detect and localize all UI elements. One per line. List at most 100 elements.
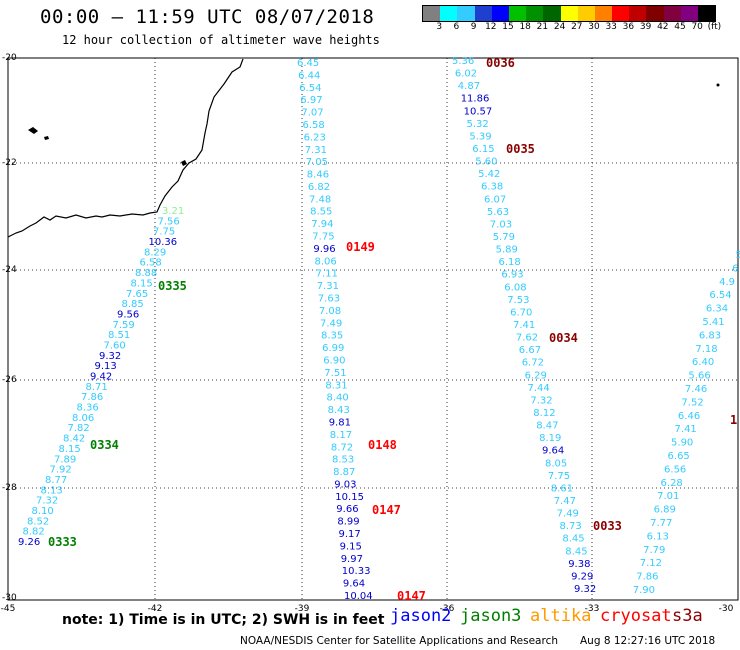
pass-number-label: 0149 bbox=[346, 240, 375, 254]
color-scale-swatch bbox=[440, 6, 458, 21]
wave-height-value: 8.17 bbox=[330, 430, 352, 441]
wave-height-value: 8.77 bbox=[45, 475, 67, 486]
island-coast bbox=[181, 160, 187, 166]
wave-height-value: 8.42 bbox=[63, 434, 85, 445]
latitude-label: -24 bbox=[2, 265, 17, 275]
map-frame bbox=[7, 57, 739, 601]
wave-height-value: 8.47 bbox=[536, 421, 558, 432]
color-scale-label: 39 bbox=[639, 22, 652, 32]
pass-number-label: 0035 bbox=[506, 142, 535, 156]
wave-height-value: 8.10 bbox=[32, 506, 54, 517]
wave-height-value: 7.05 bbox=[306, 157, 328, 168]
wave-height-value: 5.41 bbox=[702, 317, 724, 328]
wave-height-value: 6.67 bbox=[519, 345, 541, 356]
latitude-label: -22 bbox=[2, 158, 17, 168]
map-subtitle: 12 hour collection of altimeter wave hei… bbox=[62, 33, 380, 47]
color-scale-label: 33 bbox=[605, 22, 617, 32]
color-scale-swatch bbox=[698, 6, 716, 21]
wave-height-value: 7.82 bbox=[68, 423, 90, 434]
longitude-label: -39 bbox=[295, 604, 310, 614]
wave-height-value: 6 bbox=[732, 263, 738, 274]
color-scale-swatch bbox=[680, 6, 698, 21]
color-scale-swatch bbox=[594, 6, 613, 21]
wave-height-value: 5.60 bbox=[475, 157, 497, 168]
pass-labels: 0335 0334 0333 0149 0148 0147 0147 0036 0035 0034… bbox=[48, 56, 737, 603]
wave-height-value: 6.99 bbox=[322, 343, 344, 354]
wave-height-value: 9.97 bbox=[341, 554, 363, 565]
color-scale-label: 42 bbox=[657, 22, 669, 32]
satellite-legend-s3a: s3a bbox=[672, 606, 703, 626]
color-scale-label: 9 bbox=[470, 22, 477, 32]
wave-height-value: 6.82 bbox=[308, 182, 330, 193]
color-scale-label: 18 bbox=[519, 22, 531, 32]
wave-height-value: 6.08 bbox=[504, 282, 526, 293]
wave-height-value: 6.70 bbox=[510, 307, 532, 318]
wave-height-value: 8.12 bbox=[533, 408, 555, 419]
wave-height-value: 5.89 bbox=[496, 245, 518, 256]
wave-height-value: 7.41 bbox=[675, 424, 697, 435]
color-scale-swatch bbox=[663, 6, 681, 21]
color-scale-label: 3 bbox=[436, 22, 443, 32]
wave-height-value: 6.56 bbox=[664, 464, 686, 475]
wave-height-value: 8.06 bbox=[315, 256, 337, 267]
wave-height-value: 7.18 bbox=[695, 344, 717, 355]
wave-height-value: 9.15 bbox=[340, 541, 362, 552]
wave-height-value: 6.54 bbox=[299, 83, 321, 94]
wave-height-value: 8.87 bbox=[333, 467, 355, 478]
wave-height-value: 7.08 bbox=[319, 306, 341, 317]
wave-height-value: 7.41 bbox=[513, 320, 535, 331]
latitude-label: -28 bbox=[2, 483, 17, 493]
wave-height-value: 7.49 bbox=[320, 318, 342, 329]
wave-height-value: 5.42 bbox=[478, 169, 500, 180]
color-scale-swatch bbox=[491, 6, 509, 21]
wave-height-value: 9.64 bbox=[343, 579, 365, 590]
wave-height-value: 7.51 bbox=[324, 368, 346, 379]
footer-generated-time: Aug 8 12:27:16 UTC 2018 bbox=[580, 635, 716, 647]
wave-height-value: 6.97 bbox=[300, 95, 322, 106]
wave-height-value: 9.29 bbox=[571, 571, 593, 582]
color-scale-label: 24 bbox=[553, 22, 566, 32]
wave-height-value: 7.90 bbox=[633, 585, 655, 596]
wave-height-value: 6.45 bbox=[297, 58, 319, 69]
wave-height-value: 7.47 bbox=[554, 496, 576, 507]
wave-height-value: 8.61 bbox=[551, 483, 573, 494]
wave-height-value: 10.57 bbox=[464, 106, 493, 117]
wave-height-value: 7.32 bbox=[36, 496, 58, 507]
wave-height-value: 6.40 bbox=[692, 357, 714, 368]
longitude-label: -30 bbox=[719, 604, 734, 614]
wave-height-value: 8.46 bbox=[307, 170, 329, 181]
pass-number-label: 0034 bbox=[549, 331, 578, 345]
wave-height-value: 8.40 bbox=[327, 393, 349, 404]
pass-number-label: 0148 bbox=[368, 438, 397, 452]
wave-height-value: 8.31 bbox=[325, 380, 347, 391]
island-left bbox=[28, 127, 38, 134]
wave-height-value: 4.87 bbox=[458, 81, 480, 92]
map-title: 00:00 – 11:59 UTC 08/07/2018 bbox=[40, 6, 375, 28]
wave-height-value: 8.73 bbox=[560, 521, 582, 532]
color-scale-label: 12 bbox=[485, 22, 497, 32]
wave-height-value: 6.58 bbox=[303, 120, 325, 131]
color-scale-swatch bbox=[612, 6, 630, 21]
color-scale-label: 21 bbox=[536, 22, 549, 32]
wave-height-value: 8.36 bbox=[77, 403, 99, 414]
color-scale-swatch bbox=[646, 6, 664, 21]
wave-height-value: 9.03 bbox=[334, 479, 356, 490]
wave-height-value: 7.89 bbox=[54, 454, 76, 465]
longitude-label: -42 bbox=[148, 604, 163, 614]
wave-height-value: 8.53 bbox=[332, 455, 354, 466]
wave-height-value: 10.15 bbox=[335, 492, 364, 503]
color-scale-label: 36 bbox=[622, 22, 635, 32]
wave-height-value: 7.46 bbox=[685, 384, 707, 395]
color-scale-swatch bbox=[457, 6, 475, 21]
wave-height-value: 7.48 bbox=[309, 194, 331, 205]
wave-height-value: 6.38 bbox=[481, 182, 503, 193]
wave-height-value: 6.44 bbox=[298, 70, 320, 81]
pass-number-label: 1 bbox=[730, 413, 737, 427]
wave-height-value: 7.92 bbox=[50, 465, 72, 476]
wave-height-value: 8.71 bbox=[86, 382, 108, 393]
wave-height-value: 9.96 bbox=[313, 244, 335, 255]
wave-height-value: 6.02 bbox=[455, 69, 477, 80]
wave-height-value: 7.53 bbox=[507, 295, 529, 306]
wave-height-value: 6.29 bbox=[525, 370, 547, 381]
wave-height-value: 7.44 bbox=[528, 383, 550, 394]
